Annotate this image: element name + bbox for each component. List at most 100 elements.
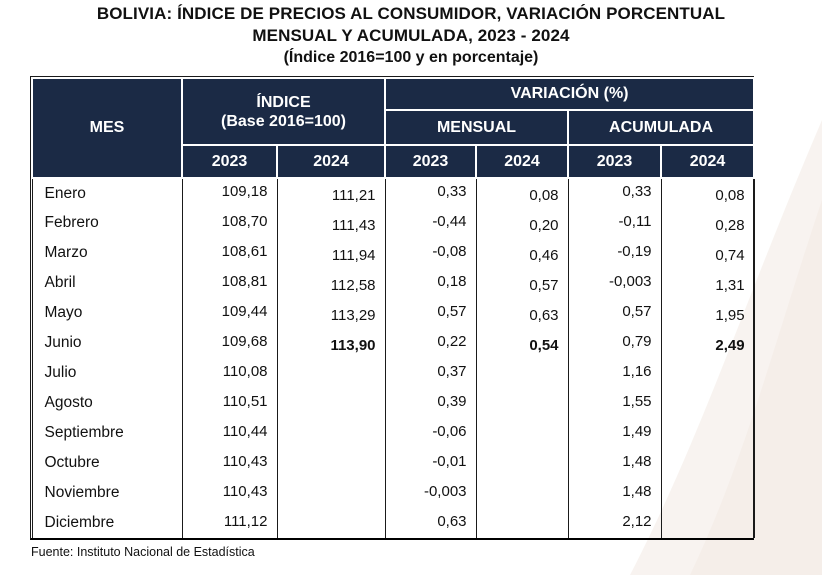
- value-cell: 0,18: [384, 268, 477, 298]
- header-indice-base: (Base 2016=100): [221, 112, 346, 130]
- value-cell: -0,01: [384, 448, 477, 478]
- cell-text: 1,31: [715, 276, 745, 294]
- cell-text: 0,37: [437, 362, 467, 380]
- month-cell: Mayo: [31, 298, 183, 328]
- value-cell: 0,22: [384, 328, 477, 358]
- cell-text: 0,22: [437, 332, 467, 350]
- cell-text: 110,44: [222, 422, 268, 440]
- value-cell: -0,003: [567, 268, 662, 298]
- cell-text: -0,11: [618, 212, 652, 230]
- value-cell: 1,95: [660, 298, 755, 328]
- cell-text: 110,43: [222, 452, 268, 470]
- value-cell: 110,08: [181, 358, 278, 388]
- title-line2: MENSUAL Y ACUMULADA, 2023 - 2024: [252, 26, 570, 45]
- cell-text: 111,43: [331, 216, 376, 234]
- value-cell: 0,79: [567, 328, 662, 358]
- value-cell: [475, 358, 569, 388]
- cell-text: 111,12: [223, 512, 268, 530]
- value-cell: 111,43: [276, 208, 386, 238]
- table-row: Enero 109,18 111,21 0,33 0,08 0,33 0,08: [31, 178, 755, 208]
- cell-text: 0,57: [622, 302, 652, 320]
- cell-text: 0,08: [529, 187, 559, 204]
- value-cell: 0,46: [475, 238, 569, 268]
- cell-text: 0,33: [437, 183, 467, 200]
- value-cell: 109,18: [181, 178, 278, 208]
- value-cell: 111,94: [276, 238, 386, 268]
- value-cell: 1,31: [660, 268, 755, 298]
- month-cell: Agosto: [31, 388, 183, 418]
- header-year-acumulada-2023: 2023: [567, 144, 663, 179]
- header-year-mensual-2023: 2023: [384, 144, 478, 179]
- value-cell: [475, 448, 569, 478]
- value-cell: [660, 448, 755, 478]
- cell-text: 0,08: [715, 187, 745, 204]
- value-cell: 0,57: [475, 268, 569, 298]
- table-row: Noviembre 110,43 -0,003 1,48: [31, 478, 755, 508]
- cell-text: 109,18: [221, 183, 268, 200]
- cell-text: 109,44: [221, 302, 268, 320]
- cell-text: 1,95: [715, 306, 745, 324]
- value-cell: 111,12: [181, 508, 278, 538]
- cell-text: Septiembre: [44, 424, 124, 441]
- cell-text: 111,21: [331, 187, 376, 204]
- value-cell: 0,33: [567, 178, 662, 208]
- cell-text: 0,46: [529, 246, 559, 264]
- cell-text: 108,70: [221, 212, 268, 230]
- cell-text: Febrero: [44, 214, 99, 231]
- value-cell: 113,29: [276, 298, 386, 328]
- cell-text: 0,57: [437, 302, 467, 320]
- cell-text: 1,55: [622, 392, 652, 410]
- header-year-indice-2023: 2023: [181, 144, 278, 179]
- month-cell: Diciembre: [31, 508, 183, 538]
- value-cell: 109,44: [181, 298, 278, 328]
- value-cell: [475, 508, 569, 538]
- month-cell: Octubre: [31, 448, 183, 478]
- value-cell: [276, 478, 386, 508]
- value-cell: 113,90: [276, 328, 386, 358]
- page-title: BOLIVIA: ÍNDICE DE PRECIOS AL CONSUMIDOR…: [0, 3, 822, 68]
- value-cell: 2,49: [660, 328, 755, 358]
- cell-text: Mayo: [44, 304, 83, 321]
- month-cell: Abril: [31, 268, 183, 298]
- value-cell: 110,44: [181, 418, 278, 448]
- cell-text: 110,08: [222, 362, 268, 380]
- value-cell: 110,43: [181, 448, 278, 478]
- value-cell: 0,39: [384, 388, 477, 418]
- value-cell: [276, 448, 386, 478]
- header-indice: ÍNDICE (Base 2016=100): [180, 77, 387, 146]
- value-cell: 0,63: [475, 298, 569, 328]
- title-line1: BOLIVIA: ÍNDICE DE PRECIOS AL CONSUMIDOR…: [96, 4, 726, 23]
- value-cell: -0,06: [384, 418, 477, 448]
- value-cell: 0,57: [384, 298, 477, 328]
- cell-text: Octubre: [44, 454, 100, 471]
- table-row: Septiembre 110,44 -0,06 1,49: [31, 418, 755, 448]
- value-cell: [276, 358, 386, 388]
- value-cell: 110,43: [181, 478, 278, 508]
- value-cell: 108,81: [181, 268, 278, 298]
- value-cell: [475, 388, 569, 418]
- value-cell: 0,08: [475, 178, 569, 208]
- value-cell: 110,51: [181, 388, 278, 418]
- cell-text: Marzo: [44, 244, 88, 261]
- value-cell: 0,54: [475, 328, 569, 358]
- value-cell: [276, 418, 386, 448]
- cell-text: -0,06: [432, 422, 467, 440]
- table-header: MES ÍNDICE (Base 2016=100) VARIACIÓN (%)…: [31, 77, 756, 179]
- value-cell: 112,58: [276, 268, 386, 298]
- cell-text: 0,63: [437, 512, 467, 530]
- cell-text: Junio: [44, 334, 82, 351]
- value-cell: 109,68: [181, 328, 278, 358]
- cell-text: -0,01: [432, 452, 467, 470]
- cell-text: 113,90: [330, 336, 376, 354]
- header-acumulada: ACUMULADA: [567, 109, 756, 146]
- cell-text: 0,57: [529, 276, 559, 294]
- value-cell: 0,57: [567, 298, 662, 328]
- month-cell: Septiembre: [31, 418, 183, 448]
- cell-text: 110,51: [222, 392, 268, 410]
- month-cell: Marzo: [31, 238, 183, 268]
- cell-text: 0,79: [622, 332, 652, 350]
- cell-text: 108,61: [221, 242, 268, 260]
- cell-text: 110,43: [222, 482, 268, 500]
- table-row: Julio 110,08 0,37 1,16: [31, 358, 755, 388]
- value-cell: [660, 508, 755, 538]
